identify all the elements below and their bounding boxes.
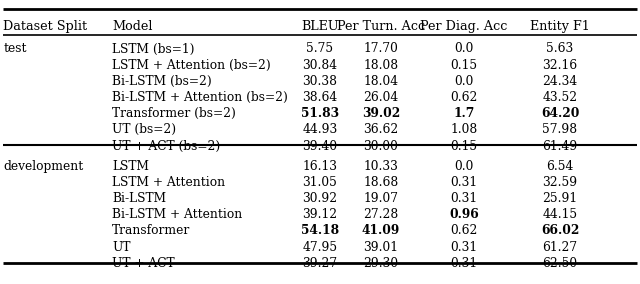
Text: 16.13: 16.13 [303,160,337,173]
Text: 62.50: 62.50 [543,257,577,270]
Text: 5.63: 5.63 [547,43,573,55]
Text: LSTM (bs=1): LSTM (bs=1) [112,43,195,55]
Text: Bi-LSTM: Bi-LSTM [112,192,166,205]
Text: 61.49: 61.49 [542,139,578,153]
Text: 5.75: 5.75 [307,43,333,55]
Text: 0.31: 0.31 [451,192,477,205]
Text: 44.15: 44.15 [543,208,577,221]
Text: 18.08: 18.08 [364,59,398,72]
Text: 51.83: 51.83 [301,107,339,120]
Text: 32.16: 32.16 [543,59,577,72]
Text: Transformer: Transformer [112,224,190,237]
Text: 39.01: 39.01 [364,241,398,254]
Text: 17.70: 17.70 [364,43,398,55]
Text: 19.07: 19.07 [364,192,398,205]
Text: 44.93: 44.93 [302,123,338,136]
Text: 24.34: 24.34 [542,75,578,88]
Text: 32.59: 32.59 [543,176,577,189]
Text: Per Diag. Acc: Per Diag. Acc [420,20,508,33]
Text: 27.28: 27.28 [363,208,399,221]
Text: Bi-LSTM (bs=2): Bi-LSTM (bs=2) [112,75,212,88]
Text: 0.31: 0.31 [451,257,477,270]
Text: 0.0: 0.0 [454,43,474,55]
Text: 47.95: 47.95 [303,241,337,254]
Text: 0.15: 0.15 [451,139,477,153]
Text: 36.62: 36.62 [363,123,399,136]
Text: UT (bs=2): UT (bs=2) [112,123,176,136]
Text: 0.31: 0.31 [451,241,477,254]
Text: 0.62: 0.62 [451,224,477,237]
Text: UT: UT [112,241,131,254]
Text: LSTM + Attention (bs=2): LSTM + Attention (bs=2) [112,59,271,72]
Text: BLEU: BLEU [301,20,339,33]
Text: 57.98: 57.98 [543,123,577,136]
Text: Bi-LSTM + Attention: Bi-LSTM + Attention [112,208,243,221]
Text: Per Turn. Acc: Per Turn. Acc [337,20,425,33]
Text: 31.05: 31.05 [303,176,337,189]
Text: 64.20: 64.20 [541,107,579,120]
Text: 41.09: 41.09 [362,224,400,237]
Text: 39.27: 39.27 [303,257,337,270]
Text: Bi-LSTM + Attention (bs=2): Bi-LSTM + Attention (bs=2) [112,91,288,104]
Text: 54.18: 54.18 [301,224,339,237]
Text: 39.40: 39.40 [303,139,337,153]
Text: 39.02: 39.02 [362,107,400,120]
Text: development: development [3,160,83,173]
Text: Transformer (bs=2): Transformer (bs=2) [112,107,236,120]
Text: 38.64: 38.64 [302,91,338,104]
Text: UT + ACT: UT + ACT [112,257,175,270]
Text: 0.31: 0.31 [451,176,477,189]
Text: LSTM + Attention: LSTM + Attention [112,176,225,189]
Text: 0.15: 0.15 [451,59,477,72]
Text: test: test [3,43,27,55]
Text: 18.04: 18.04 [364,75,398,88]
Text: 29.30: 29.30 [364,257,398,270]
Text: 1.08: 1.08 [451,123,477,136]
Text: 30.00: 30.00 [364,139,398,153]
Text: 30.92: 30.92 [303,192,337,205]
Text: 25.91: 25.91 [543,192,577,205]
Text: 0.62: 0.62 [451,91,477,104]
Text: 1.7: 1.7 [453,107,475,120]
Text: 0.96: 0.96 [449,208,479,221]
Text: 6.54: 6.54 [547,160,573,173]
Text: 43.52: 43.52 [543,91,577,104]
Text: 26.04: 26.04 [363,91,399,104]
Text: 66.02: 66.02 [541,224,579,237]
Text: 61.27: 61.27 [543,241,577,254]
Text: 39.12: 39.12 [303,208,337,221]
Text: 18.68: 18.68 [363,176,399,189]
Text: Dataset Split: Dataset Split [3,20,87,33]
Text: 30.38: 30.38 [303,75,337,88]
Text: 10.33: 10.33 [364,160,398,173]
Text: LSTM: LSTM [112,160,149,173]
Text: 0.0: 0.0 [454,160,474,173]
Text: UT + ACT (bs=2): UT + ACT (bs=2) [112,139,220,153]
Text: 0.0: 0.0 [454,75,474,88]
Text: Model: Model [112,20,152,33]
Text: 30.84: 30.84 [303,59,337,72]
Text: Entity F1: Entity F1 [530,20,590,33]
